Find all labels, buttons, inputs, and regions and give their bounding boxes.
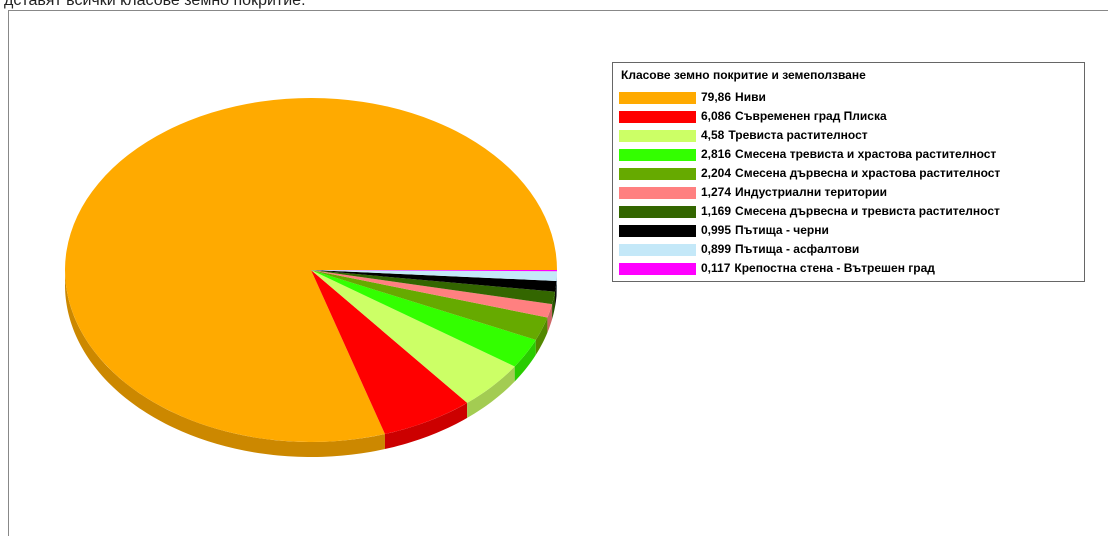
- legend-title: Класове земно покритие и земеползване: [621, 68, 866, 82]
- legend-label: Смесена тревиста и храстова растителност: [735, 147, 996, 161]
- pie-side: [547, 304, 553, 333]
- legend-swatch: [619, 92, 696, 104]
- pie-side: [514, 339, 536, 382]
- pie-slice: [311, 270, 557, 272]
- pie-slice: [311, 270, 468, 435]
- pie-side: [535, 317, 548, 355]
- legend-swatch: [619, 225, 696, 237]
- legend-label: Тревиста растителност: [728, 128, 867, 142]
- legend-value: 79,86: [701, 90, 731, 104]
- legend-swatch: [619, 244, 696, 256]
- pie-slice: [311, 270, 536, 367]
- pie-slice: [311, 270, 557, 292]
- legend-swatch: [619, 130, 696, 142]
- legend-entry: 6,086 Съвременен град Плиска: [701, 109, 887, 123]
- pie-slice: [311, 270, 557, 281]
- legend-value: 0,995: [701, 223, 731, 237]
- legend: Класове земно покритие и земеползване 79…: [612, 62, 1085, 282]
- pie-side: [555, 280, 557, 307]
- legend-entry: 4,58 Тревиста растителност: [701, 128, 868, 142]
- legend-entry: 2,816 Смесена тревиста и храстова растите…: [701, 147, 996, 161]
- legend-entry: 2,204 Смесена дървесна и храстова растите…: [701, 166, 1000, 180]
- pie-side: [65, 270, 385, 457]
- legend-swatch: [619, 187, 696, 199]
- chart-frame: [8, 10, 1108, 536]
- legend-label: Индустриални територии: [735, 185, 887, 199]
- legend-value: 0,899: [701, 242, 731, 256]
- legend-swatch: [619, 111, 696, 123]
- pie-slice: [311, 270, 548, 340]
- legend-label: Пътища - асфалтови: [735, 242, 859, 256]
- pie-side: [552, 291, 556, 320]
- legend-value: 4,58: [701, 128, 725, 142]
- legend-value: 0,117: [701, 261, 731, 275]
- legend-entry: 79,86 Ниви: [701, 90, 766, 104]
- caption: дставят всички класове земно покритие.: [4, 0, 306, 9]
- legend-value: 2,816: [701, 147, 731, 161]
- legend-entry: 0,899 Пътища - асфалтови: [701, 242, 859, 256]
- pie-slice: [311, 270, 556, 305]
- legend-swatch: [619, 168, 696, 180]
- legend-label: Ниви: [735, 90, 766, 104]
- pie-slice: [311, 270, 553, 318]
- legend-label: Крепостна стена - Вътрешен град: [734, 261, 935, 275]
- pie-slice: [311, 270, 515, 403]
- legend-entry: 1,169 Смесена дървесна и тревиста растите…: [701, 204, 1000, 218]
- legend-label: Смесена дървесна и тревиста растителност: [735, 204, 1000, 218]
- pie-slice: [64, 98, 557, 443]
- legend-swatch: [619, 206, 696, 218]
- legend-value: 6,086: [701, 109, 731, 123]
- legend-label: Пътища - черни: [735, 223, 829, 237]
- legend-swatch: [619, 149, 696, 161]
- legend-value: 1,169: [701, 204, 731, 218]
- pie-side: [384, 402, 468, 450]
- pie-side: [467, 366, 515, 418]
- legend-value: 1,274: [701, 185, 731, 199]
- legend-entry: 1,274 Индустриални територии: [701, 185, 887, 199]
- legend-entry: 0,995 Пътища - черни: [701, 223, 829, 237]
- legend-label: Смесена дървесна и храстова растителност: [735, 166, 1000, 180]
- legend-label: Съвременен град Плиска: [735, 109, 887, 123]
- legend-value: 2,204: [701, 166, 731, 180]
- legend-swatch: [619, 263, 696, 275]
- legend-entry: 0,117 Крепостна стена - Вътрешен град: [701, 261, 935, 275]
- pie: [64, 98, 557, 457]
